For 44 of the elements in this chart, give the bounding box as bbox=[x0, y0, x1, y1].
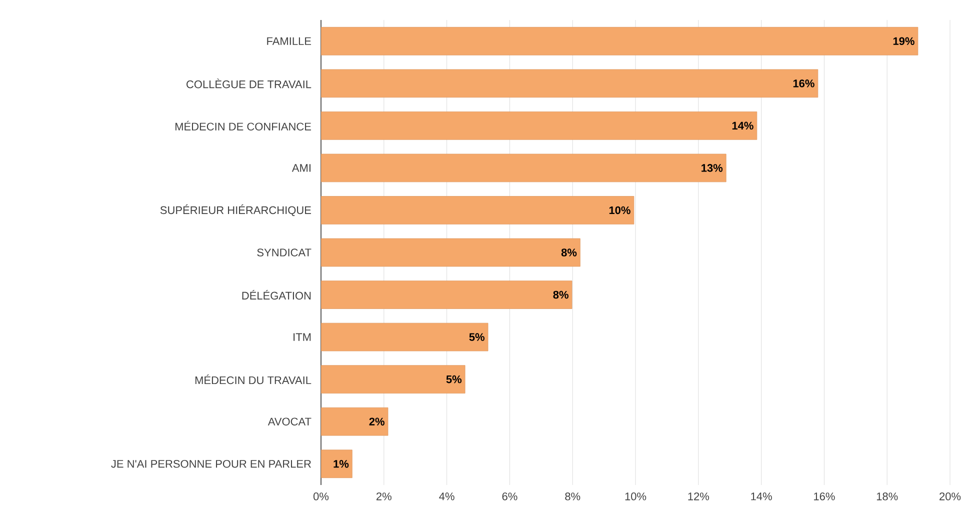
y-tick-label: MÉDECIN DU TRAVAIL bbox=[195, 374, 312, 384]
y-tick-label: SUPÉRIEUR HIÉRARCHIQUE bbox=[160, 204, 311, 216]
data-label: 19% bbox=[893, 37, 914, 46]
bar bbox=[321, 26, 918, 56]
bar bbox=[321, 238, 580, 267]
y-tick-label: AMI bbox=[292, 164, 310, 172]
y-tick-label: DÉLÉGATION bbox=[242, 290, 311, 300]
data-label: 5% bbox=[469, 333, 485, 341]
data-label: 1% bbox=[334, 460, 349, 468]
bar bbox=[321, 280, 572, 309]
bar bbox=[321, 450, 352, 478]
x-tick-label: 16% bbox=[814, 492, 835, 500]
y-tick-label: AVOCAT bbox=[268, 418, 312, 426]
y-tick-label: JE N'AI PERSONNE POUR EN PARLER bbox=[111, 460, 311, 468]
data-label: 10% bbox=[609, 206, 630, 214]
data-label: 14% bbox=[732, 122, 754, 130]
data-label: 16% bbox=[793, 80, 814, 88]
x-tick-label: 8% bbox=[565, 492, 580, 500]
bar bbox=[321, 69, 818, 98]
x-tick-label: 0% bbox=[313, 492, 329, 500]
bar bbox=[321, 365, 466, 394]
bar bbox=[321, 322, 488, 352]
bar bbox=[321, 407, 388, 436]
x-tick-label: 4% bbox=[439, 492, 454, 500]
x-tick-label: 20% bbox=[940, 492, 961, 500]
x-tick-label: 18% bbox=[876, 492, 898, 500]
data-label: 13% bbox=[702, 164, 723, 172]
bar bbox=[321, 112, 758, 140]
x-tick-label: 14% bbox=[751, 492, 772, 500]
data-label: 2% bbox=[369, 418, 384, 426]
y-tick-label: MÉDECIN DE CONFIANCE bbox=[175, 120, 311, 131]
y-tick-label: ITM bbox=[294, 333, 311, 341]
bar bbox=[321, 196, 634, 224]
x-tick-label: 10% bbox=[625, 492, 646, 500]
x-tick-label: 12% bbox=[688, 492, 710, 500]
x-tick-label: 2% bbox=[376, 492, 392, 500]
x-tick-label: 6% bbox=[502, 492, 518, 500]
y-tick-label: FAMILLE bbox=[267, 37, 312, 45]
y-tick-label: COLLÈGUE DE TRAVAIL bbox=[186, 78, 312, 88]
bar bbox=[321, 154, 726, 182]
data-label: 5% bbox=[446, 375, 462, 384]
data-label: 8% bbox=[553, 290, 568, 299]
y-tick-label: SYNDICAT bbox=[257, 248, 312, 256]
data-label: 8% bbox=[561, 248, 577, 256]
